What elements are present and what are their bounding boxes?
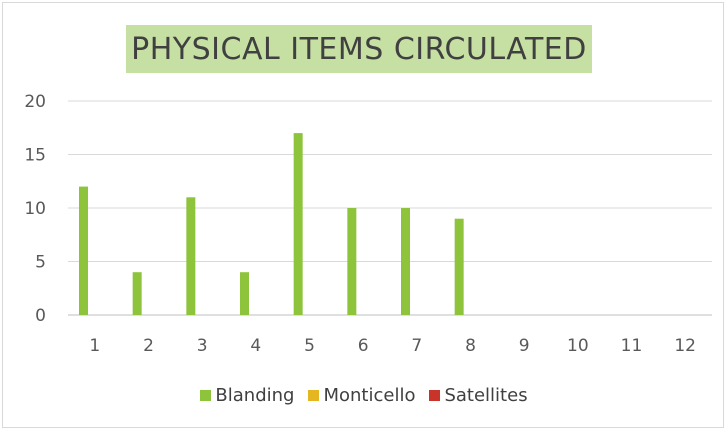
x-tick-label: 10	[567, 336, 589, 356]
y-tick-label: 5	[35, 253, 46, 273]
legend-item: Blanding	[200, 385, 294, 406]
bar-blanding	[401, 208, 410, 315]
chart-frame	[2, 2, 724, 428]
bar-blanding	[240, 272, 249, 315]
legend-label: Monticello	[323, 384, 416, 406]
legend-swatch	[308, 389, 320, 401]
x-tick-label: 3	[197, 336, 208, 356]
x-tick-label: 4	[250, 336, 261, 356]
legend-swatch	[429, 389, 441, 401]
x-tick-label: 5	[304, 336, 315, 356]
legend-item: Satellites	[429, 384, 528, 406]
x-tick-label: 8	[465, 336, 476, 356]
bar-blanding	[132, 272, 142, 315]
x-tick-label: 1	[89, 336, 100, 356]
legend-item: Monticello	[308, 385, 415, 406]
y-tick-label: 0	[35, 306, 46, 326]
bar-blanding	[79, 186, 88, 315]
y-tick-label: 15	[24, 146, 46, 166]
legend-swatch	[200, 389, 212, 401]
bar-blanding	[186, 197, 196, 315]
x-tick-label: 12	[674, 336, 696, 356]
x-tick-label: 7	[411, 336, 422, 356]
x-tick-label: 11	[621, 336, 643, 356]
bar-blanding	[347, 208, 357, 315]
x-tick-label: 9	[519, 336, 530, 356]
bar-blanding	[293, 133, 303, 315]
x-tick-label: 2	[143, 336, 154, 356]
chart-title-box: PHYSICAL ITEMS CIRCULATED	[126, 25, 592, 73]
legend-label: Blanding	[215, 384, 295, 406]
bar-blanding	[454, 218, 464, 315]
chart-legend: Blanding Monticello Satellites	[0, 383, 728, 407]
x-tick-label: 6	[358, 336, 369, 356]
y-tick-label: 20	[24, 92, 46, 112]
legend-label: Satellites	[444, 384, 528, 406]
chart-title: PHYSICAL ITEMS CIRCULATED	[131, 31, 587, 67]
y-tick-label: 10	[24, 199, 46, 219]
